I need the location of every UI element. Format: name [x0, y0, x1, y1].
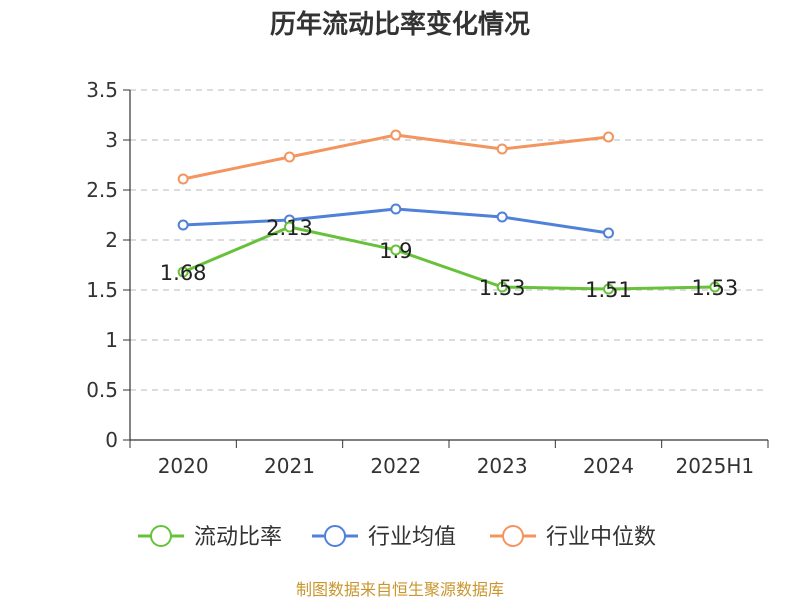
legend-label: 行业均值: [368, 525, 456, 550]
y-tick-label: 1: [105, 328, 118, 352]
legend-item[interactable]: 流动比率: [138, 525, 282, 550]
legend-marker: [502, 525, 524, 547]
x-tick-label: 2021: [264, 454, 315, 478]
series-line: [182, 225, 715, 291]
x-tick-label: 2022: [370, 454, 421, 478]
data-label: 1.68: [160, 261, 207, 285]
y-tick-label: 3.5: [86, 78, 118, 102]
data-label: 1.53: [691, 276, 738, 300]
data-label: 2.13: [266, 216, 313, 240]
x-tick-label: 2025H1: [675, 454, 754, 478]
data-point: [603, 227, 614, 239]
legend-label: 流动比率: [194, 525, 282, 550]
series-group: [177, 129, 721, 295]
legend[interactable]: 流动比率 行业均值 行业中位数: [138, 525, 656, 550]
data-point: [496, 143, 508, 155]
data-point: [496, 281, 508, 293]
y-tick-label: 0: [105, 428, 118, 452]
y-tick-label: 2.5: [86, 178, 118, 202]
data-point: [390, 203, 402, 215]
series-line: [182, 133, 609, 181]
series-2: [177, 129, 614, 185]
data-point: [177, 173, 189, 185]
data-point: [603, 131, 614, 143]
legend-item[interactable]: 行业中位数: [490, 525, 656, 550]
data-label: 1.51: [585, 278, 632, 302]
y-tick-label: 3: [105, 128, 118, 152]
data-point: [284, 221, 295, 233]
data-point: [496, 211, 508, 223]
data-label: 1.9: [379, 239, 412, 263]
data-point: [603, 283, 614, 295]
data-point: [177, 266, 189, 278]
source-note: 制图数据来自恒生聚源数据库: [296, 580, 504, 599]
data-label: 1.53: [479, 276, 526, 300]
grid-lines: [130, 89, 768, 391]
y-tick-label: 1.5: [86, 278, 118, 302]
y-tick-label: 2: [105, 228, 118, 252]
x-tick-label: 2024: [583, 454, 634, 478]
data-point: [390, 129, 402, 141]
series-0: [177, 221, 721, 295]
y-tick-label: 0.5: [86, 378, 118, 402]
legend-marker: [150, 525, 172, 547]
data-labels: 1.68 2.13 1.9 1.53 1.51 1.53: [160, 216, 738, 302]
legend-item[interactable]: 行业均值: [312, 525, 456, 550]
x-tick-label: 2023: [477, 454, 528, 478]
data-point: [709, 281, 721, 293]
legend-label: 行业中位数: [546, 525, 656, 550]
data-point: [390, 244, 402, 256]
chart-title: 历年流动比率变化情况: [270, 9, 530, 40]
data-point: [284, 151, 295, 163]
data-point: [177, 219, 189, 231]
axes: 0 0.5 1 1.5 2 2.5 3 3.5 2020 2021 2022 2023 2024 2025…: [86, 78, 769, 478]
series-1: [177, 203, 614, 239]
x-tick-label: 2020: [158, 454, 209, 478]
legend-marker: [324, 525, 346, 547]
